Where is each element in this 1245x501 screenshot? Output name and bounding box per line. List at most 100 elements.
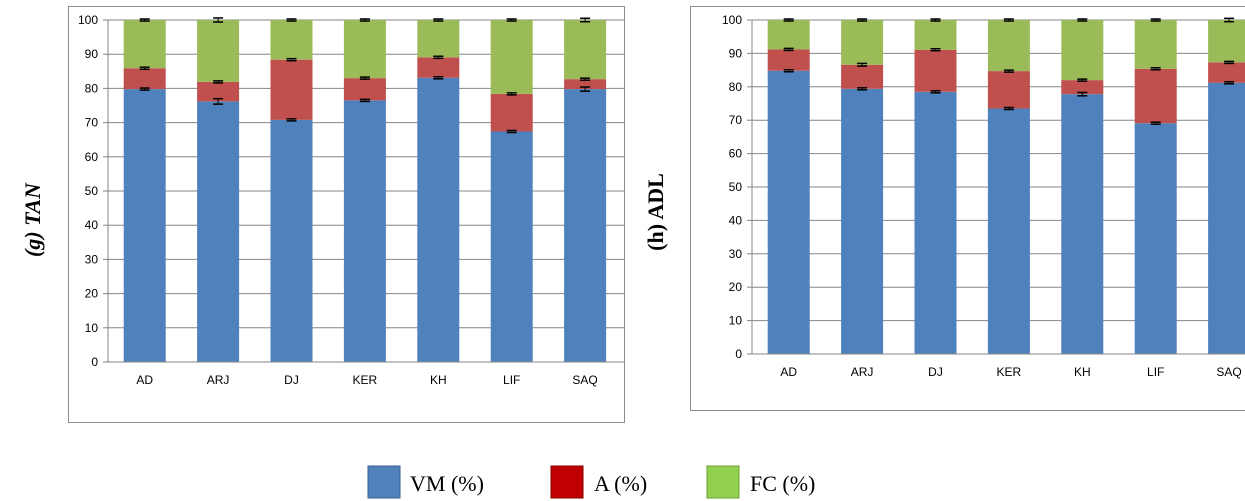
error-bar-group — [139, 17, 591, 134]
bar-segment-fc-ker — [343, 20, 386, 79]
y-tick-label: 10 — [85, 321, 99, 335]
legend-swatch-fc — [706, 465, 740, 499]
x-tick-label: ARJ — [851, 365, 874, 379]
legend-swatch-a — [550, 465, 584, 499]
legend-swatch-vm — [367, 465, 401, 499]
bar-segment-vm-ad — [123, 89, 166, 363]
bar-segment-vm-dj — [914, 91, 957, 354]
bar-segment-a-dj — [270, 59, 313, 120]
y-tick-label: 70 — [85, 116, 99, 130]
bar-segment-a-kh — [417, 57, 460, 78]
y-tick-label: 20 — [729, 280, 743, 294]
x-tick-label: KER — [353, 373, 378, 387]
y-tick-label: 40 — [729, 213, 743, 227]
y-tick-label: 30 — [729, 247, 743, 261]
bar-segment-vm-ad — [767, 70, 810, 354]
y-tick-label: 0 — [91, 355, 98, 369]
bar-segment-a-ker — [343, 78, 386, 101]
y-tick-label: 60 — [729, 147, 743, 161]
legend-label-vm: VM (%) — [410, 471, 484, 496]
bar-segment-fc-arj — [841, 20, 884, 65]
bar-segment-a-lif — [1134, 68, 1177, 124]
bar-segment-vm-kh — [417, 77, 460, 362]
bar-segment-a-saq — [564, 79, 607, 90]
axes — [747, 19, 1245, 355]
y-tick-label: 100 — [78, 13, 98, 27]
y-tick-label: 50 — [85, 184, 99, 198]
bar-segment-vm-lif — [1134, 123, 1177, 355]
bar-segment-vm-arj — [841, 88, 884, 354]
bar-segment-vm-arj — [197, 101, 240, 363]
y-tick-label: 30 — [85, 252, 99, 266]
y-tick-label: 100 — [722, 13, 742, 27]
bar-segment-a-kh — [1061, 80, 1104, 95]
bar-segment-vm-saq — [1208, 82, 1245, 355]
bar-segment-fc-kh — [1061, 20, 1104, 81]
axes — [103, 19, 625, 363]
bar-stack-group — [767, 20, 1245, 355]
x-tick-label: LIF — [1147, 365, 1164, 379]
y-axis-label: (h) ADL — [643, 173, 668, 251]
y-tick-label: 60 — [85, 150, 99, 164]
chart-h-adl: 0 10 20 30 40 50 60 70 80 90 100 AD ARJ DJ KER KH LIF SA… — [643, 6, 1245, 411]
bar-segment-fc-ker — [987, 20, 1030, 72]
y-tick-label: 90 — [85, 47, 99, 61]
bar-segment-fc-ad — [767, 20, 810, 50]
bar-segment-a-ad — [123, 68, 166, 90]
x-tick-label: DJ — [928, 365, 943, 379]
legend-label-a: A (%) — [594, 471, 647, 496]
bar-segment-a-ker — [987, 71, 1030, 109]
bar-segment-a-arj — [841, 64, 884, 89]
x-tick-label: ARJ — [207, 373, 230, 387]
bar-segment-fc-lif — [1134, 20, 1177, 69]
x-tick-label: KH — [1074, 365, 1091, 379]
bar-segment-fc-lif — [490, 20, 533, 94]
y-tick-label: 50 — [729, 180, 743, 194]
bar-segment-vm-ker — [987, 108, 1030, 354]
x-tick-label: DJ — [284, 373, 299, 387]
bar-segment-fc-dj — [270, 20, 313, 60]
x-tick-label: SAQ — [1216, 365, 1241, 379]
chart-g-tan: 0 10 20 30 40 50 60 70 80 90 100 AD ARJ DJ KER KH LIF SA… — [20, 6, 625, 423]
x-tick-label: AD — [780, 365, 797, 379]
bar-segment-fc-kh — [417, 20, 460, 58]
error-bar-group — [783, 17, 1235, 125]
y-tick-label: 20 — [85, 287, 99, 301]
x-tick-label: KER — [997, 365, 1022, 379]
x-tick-labels: AD ARJ DJ KER KH LIF SAQ — [780, 365, 1241, 379]
y-tick-label: 90 — [729, 46, 743, 60]
bar-segment-a-arj — [197, 81, 240, 102]
bar-stack-group — [123, 20, 607, 363]
y-tick-labels: 0 10 20 30 40 50 60 70 80 90 100 — [722, 13, 742, 361]
bar-segment-vm-saq — [564, 89, 607, 363]
bar-segment-fc-ad — [123, 20, 166, 69]
y-tick-label: 40 — [85, 218, 99, 232]
y-tick-labels: 0 10 20 30 40 50 60 70 80 90 100 — [78, 13, 98, 369]
x-tick-label: LIF — [503, 373, 520, 387]
y-tick-label: 80 — [729, 80, 743, 94]
bar-segment-a-saq — [1208, 62, 1245, 83]
x-tick-label: KH — [430, 373, 447, 387]
x-tick-labels: AD ARJ DJ KER KH LIF SAQ — [136, 373, 597, 387]
bar-segment-a-dj — [914, 49, 957, 92]
legend: VM (%) A (%) FC (%) — [367, 465, 815, 499]
bar-segment-vm-ker — [343, 100, 386, 363]
bar-segment-a-ad — [767, 49, 810, 71]
y-axis-label: (g) TAN — [20, 182, 45, 257]
bar-segment-a-lif — [490, 93, 533, 132]
bar-segment-vm-dj — [270, 119, 313, 362]
y-tick-label: 0 — [735, 347, 742, 361]
y-tick-label: 70 — [729, 113, 743, 127]
bar-segment-fc-arj — [197, 20, 240, 82]
bar-segment-vm-lif — [490, 131, 533, 362]
bar-segment-fc-saq — [1208, 20, 1245, 63]
x-tick-label: SAQ — [572, 373, 597, 387]
y-tick-label: 10 — [729, 314, 743, 328]
bar-segment-vm-kh — [1061, 94, 1104, 354]
bar-segment-fc-dj — [914, 20, 957, 50]
legend-label-fc: FC (%) — [750, 471, 815, 496]
bar-segment-fc-saq — [564, 20, 607, 80]
y-tick-label: 80 — [85, 81, 99, 95]
x-tick-label: AD — [136, 373, 153, 387]
